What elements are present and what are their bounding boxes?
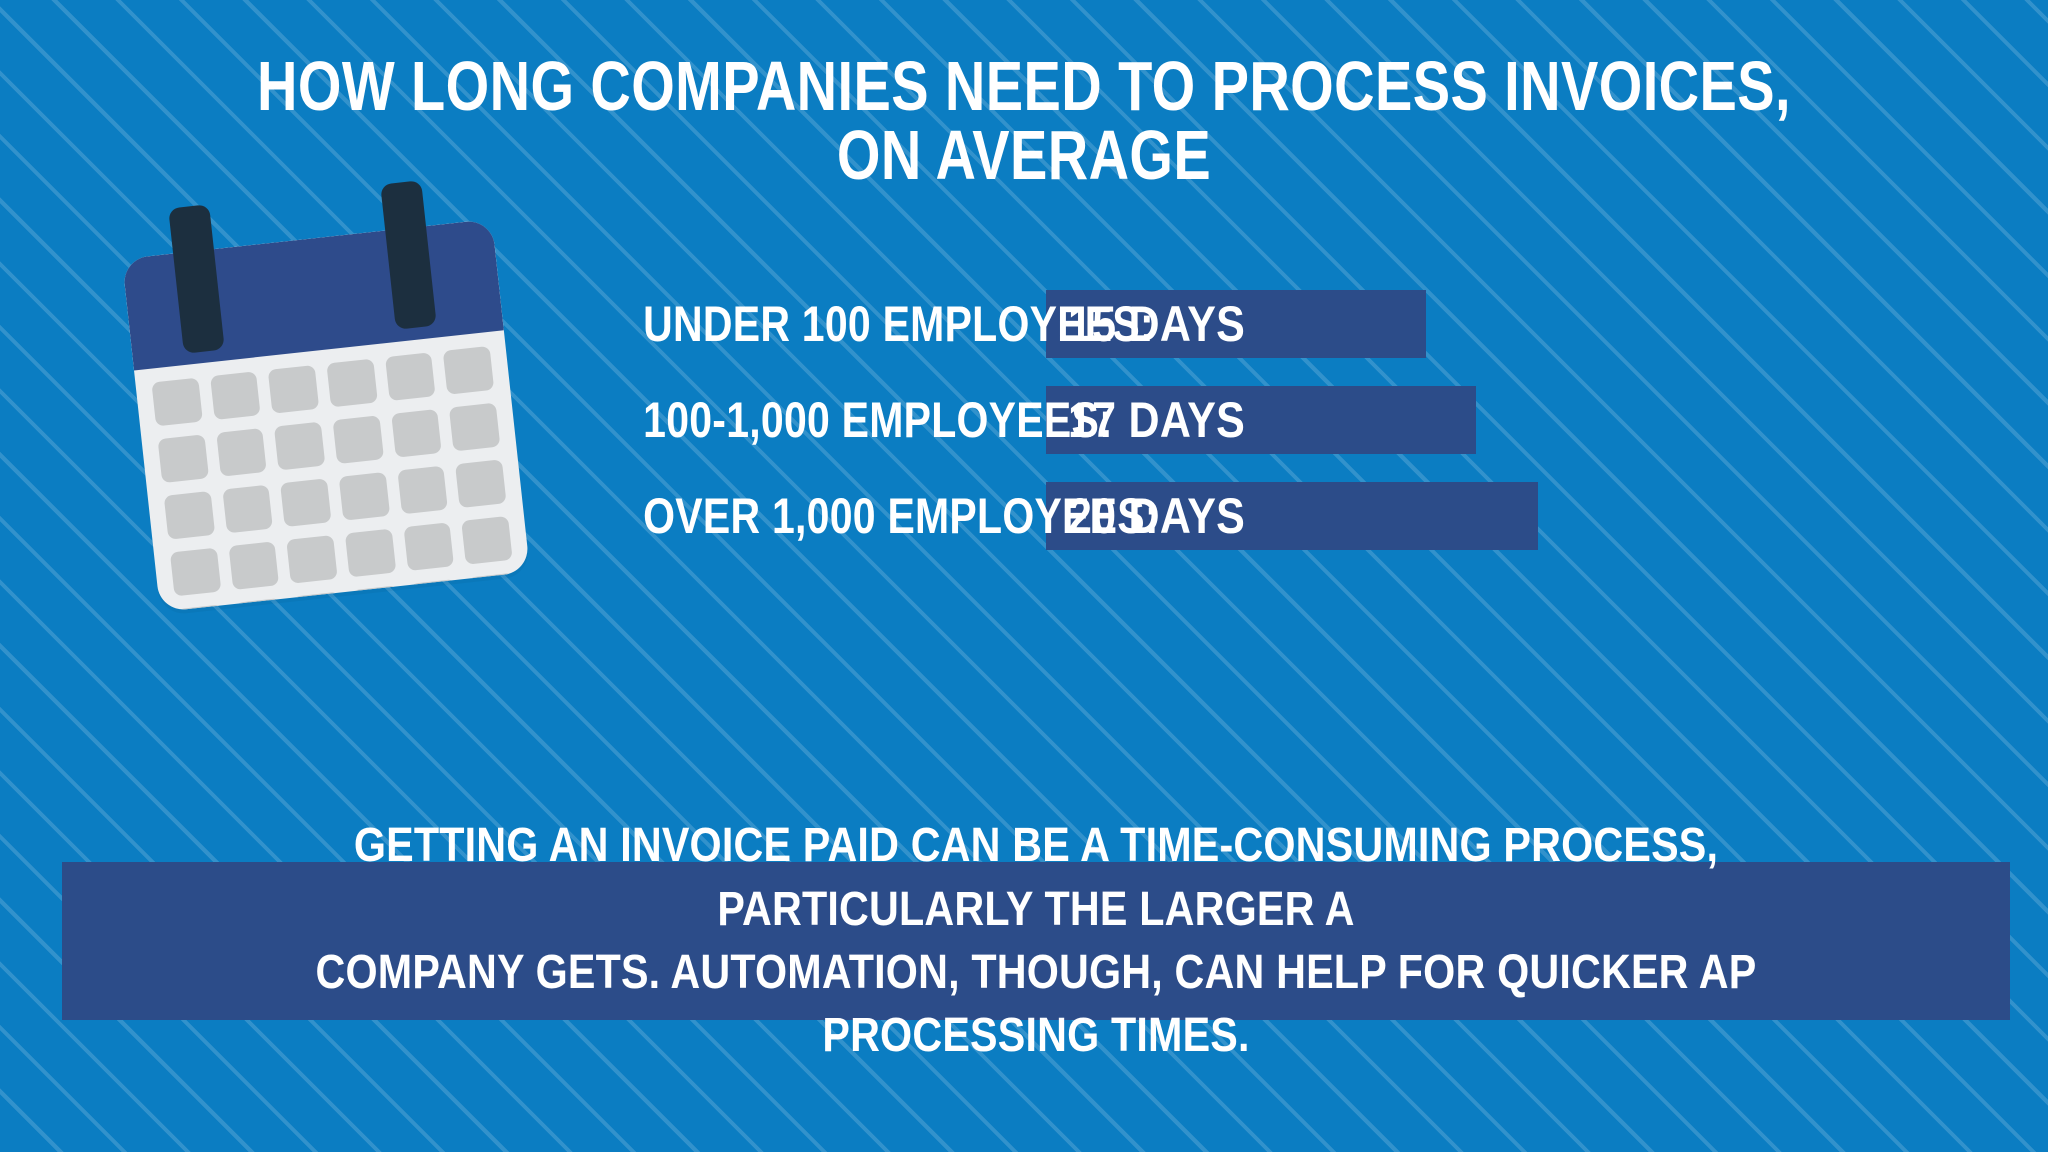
- calendar-icon: [121, 180, 531, 616]
- stat-value: 15 DAYS: [1068, 296, 1246, 352]
- calendar-day-cell: [234, 597, 286, 613]
- stat-label: 100-1,000 EMPLOYEES:: [643, 392, 1113, 448]
- stat-bar: 17 DAYS: [1046, 386, 1476, 454]
- caption-text: GETTING AN INVOICE PAID CAN BE A TIME-CO…: [315, 819, 1757, 1063]
- stat-row: UNDER 100 EMPLOYEES: 15 DAYS: [560, 276, 1980, 372]
- calendar-day-cell: [222, 484, 274, 534]
- calendar-date-grid: [151, 345, 519, 613]
- calendar-day-cell: [338, 471, 390, 521]
- calendar-day-cell: [169, 547, 222, 597]
- stat-label: OVER 1,000 EMPLOYEES:: [643, 488, 1159, 544]
- calendar-day-cell: [151, 377, 203, 427]
- page-title: HOW LONG COMPANIES NEED TO PROCESS INVOI…: [257, 47, 1791, 194]
- stat-value: 20 DAYS: [1068, 488, 1246, 544]
- calendar-day-cell: [403, 522, 455, 572]
- caption-panel: GETTING AN INVOICE PAID CAN BE A TIME-CO…: [62, 819, 2010, 1062]
- calendar-day-cell: [292, 591, 344, 613]
- calendar-day-cell: [397, 465, 449, 515]
- calendar-day-cell: [163, 490, 215, 540]
- calendar-day-cell: [286, 534, 338, 584]
- calendar-day-cell: [157, 434, 209, 484]
- stat-value: 17 DAYS: [1068, 392, 1246, 448]
- calendar-day-cell: [280, 478, 332, 528]
- stat-rows: UNDER 100 EMPLOYEES: 15 DAYS 100-1,000 EMP…: [560, 276, 1980, 564]
- calendar-day-cell: [326, 358, 378, 408]
- calendar-day-cell: [209, 371, 261, 421]
- calendar-day-cell: [384, 352, 436, 402]
- stat-bar: 15 DAYS: [1046, 290, 1426, 358]
- calendar-day-cell: [409, 578, 461, 613]
- calendar-day-cell: [351, 585, 403, 613]
- calendar-day-cell: [268, 364, 320, 414]
- calendar-day-cell: [467, 572, 519, 613]
- calendar-day-cell: [449, 402, 501, 452]
- calendar-day-cell: [443, 345, 495, 395]
- calendar-day-cell: [228, 541, 280, 591]
- calendar-day-cell: [274, 421, 326, 471]
- stat-bar: 20 DAYS: [1046, 482, 1538, 550]
- calendar-day-cell: [176, 604, 228, 613]
- stat-row: OVER 1,000 EMPLOYEES: 20 DAYS: [560, 468, 1980, 564]
- calendar-day-cell: [461, 515, 513, 565]
- stat-row: 100-1,000 EMPLOYEES: 17 DAYS: [560, 372, 1980, 468]
- calendar-day-cell: [455, 459, 507, 509]
- calendar-day-cell: [332, 415, 384, 465]
- calendar-day-cell: [390, 408, 443, 458]
- stat-label: UNDER 100 EMPLOYEES:: [643, 296, 1154, 352]
- calendar-day-cell: [215, 427, 268, 477]
- calendar-day-cell: [344, 528, 397, 578]
